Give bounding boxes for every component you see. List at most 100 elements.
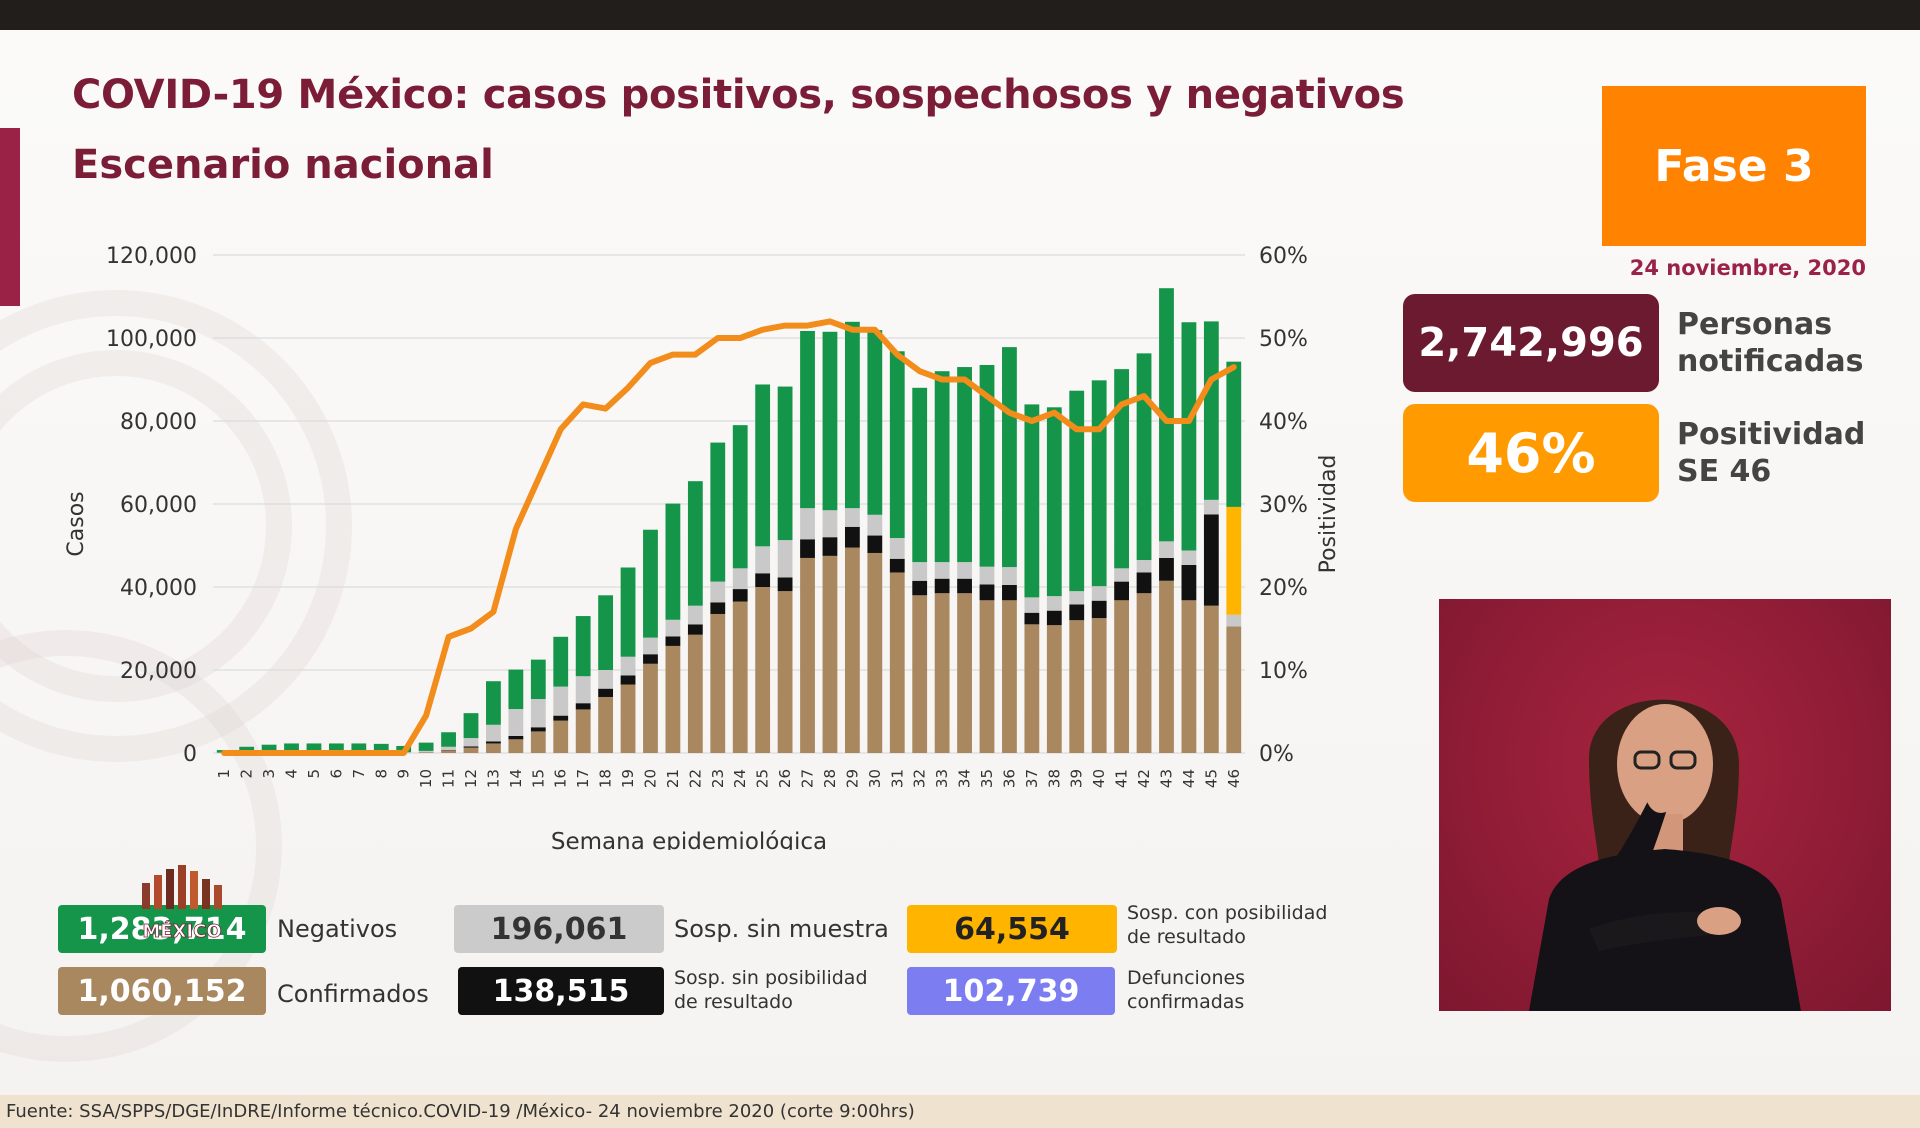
bar-confirmados: [418, 752, 434, 753]
bar-sin_posibilidad: [486, 741, 501, 744]
bar-confirmados: [800, 557, 815, 753]
bar-negativos: [912, 387, 928, 563]
bar-sin_muestra: [1091, 586, 1107, 601]
bar-sin_muestra: [1024, 597, 1040, 613]
bar-negativos: [889, 351, 905, 539]
x-tick-label: 2: [238, 769, 256, 779]
bar-negativos: [822, 331, 838, 511]
x-tick-label: 5: [305, 769, 323, 779]
bar-negativos: [777, 386, 793, 541]
bar-negativos: [1226, 361, 1242, 507]
x-tick-label: 43: [1157, 769, 1175, 788]
bar-negativos: [373, 743, 389, 753]
y2-tick-label: 60%: [1259, 244, 1308, 269]
bar-negativos: [463, 713, 479, 739]
bar-sin_posibilidad: [463, 746, 479, 748]
x-tick-label: 20: [641, 769, 659, 788]
x-tick-label: 11: [440, 769, 458, 788]
bar-negativos: [979, 364, 995, 567]
bar-sin_muestra: [867, 514, 883, 536]
x-tick-label: 15: [529, 769, 547, 788]
bar-negativos: [418, 742, 434, 751]
x-tick-label: 21: [664, 769, 682, 788]
bar-confirmados: [844, 547, 860, 753]
bar-sin_muestra: [1226, 614, 1242, 627]
bar-confirmados: [732, 601, 748, 753]
x-tick-label: 37: [1023, 769, 1041, 788]
bar-confirmados: [912, 595, 928, 753]
bar-sin_muestra: [463, 738, 479, 747]
bar-negativos: [665, 503, 681, 620]
bar-negativos: [575, 616, 591, 677]
bar-confirmados: [777, 591, 793, 753]
y-tick-label: 120,000: [106, 244, 197, 269]
bar-sin_muestra: [1203, 499, 1219, 515]
bar-confirmados: [530, 731, 546, 753]
defunciones-value-box: 102,739: [907, 967, 1115, 1015]
bar-negativos: [1181, 322, 1197, 551]
confirmados-label: Confirmados: [277, 980, 429, 1008]
bar-negativos: [306, 743, 322, 752]
bar-sin_posibilidad: [844, 526, 860, 548]
bar-confirmados: [1226, 626, 1242, 753]
x-tick-label: 36: [1000, 769, 1018, 788]
bar-confirmados: [1114, 600, 1130, 753]
bar-negativos: [687, 481, 703, 606]
defunciones-label: Defunciones confirmadas: [1127, 967, 1246, 1013]
bar-sin_posibilidad: [889, 558, 905, 573]
bar-sin_posibilidad: [1069, 604, 1085, 621]
sin-posibilidad-value-box: 138,515: [458, 967, 664, 1015]
bar-sin_posibilidad: [732, 589, 748, 602]
bar-sin_posibilidad: [508, 735, 524, 740]
notified-people-value: 2,742,996: [1403, 294, 1659, 392]
bar-negativos: [328, 743, 344, 752]
gobierno-mexico-logo: MÉXICO: [142, 865, 222, 942]
bar-negativos: [1203, 321, 1219, 500]
bar-negativos: [553, 636, 569, 687]
bar-negativos: [755, 384, 771, 547]
x-tick-label: 35: [978, 769, 996, 788]
bar-negativos: [934, 371, 950, 563]
bar-sin_posibilidad: [755, 573, 771, 587]
bar-confirmados: [934, 593, 950, 753]
x-tick-label: 16: [552, 769, 570, 788]
bar-negativos: [710, 442, 726, 582]
x-tick-label: 14: [507, 769, 525, 788]
bar-sin_posibilidad: [530, 727, 546, 732]
bar-sin_muestra: [800, 508, 815, 540]
bar-sin_muestra: [575, 676, 591, 704]
bar-negativos: [1091, 380, 1107, 587]
bar-negativos: [957, 367, 972, 563]
bar-sin_muestra: [889, 538, 905, 559]
x-tick-label: 4: [283, 769, 301, 779]
bar-negativos: [261, 744, 277, 751]
bar-sin_posibilidad: [598, 688, 614, 697]
page-title: COVID-19 México: casos positivos, sospec…: [72, 72, 1405, 118]
bar-negativos: [620, 567, 636, 657]
bar-confirmados: [1159, 580, 1174, 753]
window-top-bar: [0, 0, 1920, 30]
bar-sin_muestra: [912, 562, 928, 581]
x-tick-label: 30: [866, 769, 884, 788]
x-tick-label: 33: [933, 769, 951, 788]
bar-sin_muestra: [1046, 596, 1062, 611]
x-tick-label: 1: [215, 769, 233, 779]
bar-sin_posibilidad: [957, 578, 972, 594]
bar-sin_muestra: [979, 566, 995, 585]
sin-posibilidad-label: Sosp. sin posibilidad de resultado: [674, 967, 868, 1013]
x-tick-label: 29: [843, 769, 861, 788]
left-accent-bar: [0, 128, 20, 306]
bar-confirmados: [463, 747, 479, 753]
negativos-value-box: 1,283,714: [58, 905, 266, 953]
bar-sin_muestra: [441, 746, 456, 751]
y-axis-label: Casos: [64, 491, 89, 556]
bar-negativos: [643, 529, 658, 638]
bar-sin_muestra: [665, 619, 681, 637]
bar-sin_posibilidad: [620, 675, 636, 685]
bar-confirmados: [486, 743, 501, 753]
x-tick-label: 22: [686, 769, 704, 788]
x-tick-label: 41: [1113, 769, 1131, 788]
notified-people-label: Personas notificadas: [1677, 307, 1864, 379]
x-tick-label: 19: [619, 769, 637, 788]
negativos-label: Negativos: [277, 915, 398, 943]
